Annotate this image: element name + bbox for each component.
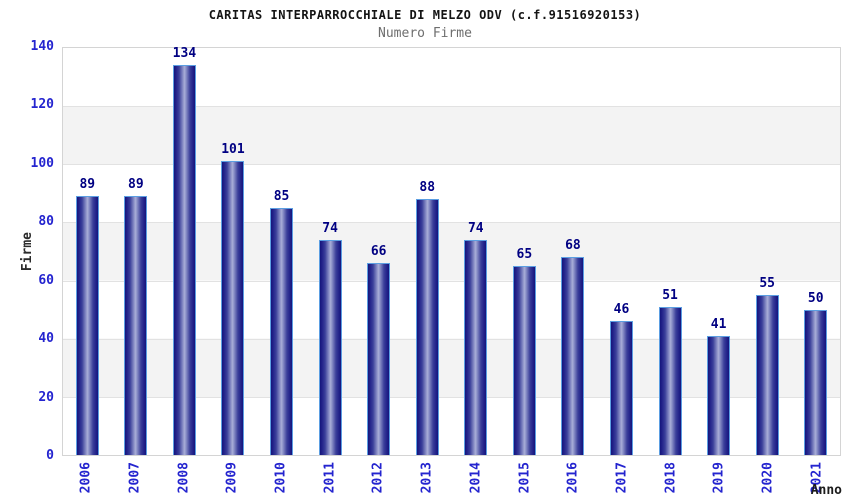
x-tick-2018: 2018	[663, 462, 679, 494]
bar-value-2014: 74	[467, 220, 484, 236]
x-tick-2010: 2010	[273, 462, 289, 494]
bar-2017	[609, 321, 633, 455]
x-tick-2014: 2014	[468, 462, 484, 494]
y-tick-60: 60	[38, 272, 54, 288]
bar-2021	[804, 309, 828, 455]
bar-value-2012: 66	[370, 244, 387, 260]
y-tick-140: 140	[30, 39, 54, 54]
bar-2014	[464, 239, 488, 455]
bar-value-2007: 89	[128, 177, 144, 193]
x-tick-2016: 2016	[565, 462, 581, 494]
x-tick-2007: 2007	[127, 462, 143, 494]
bar-value-2018: 51	[662, 287, 678, 303]
gridline-y-80	[63, 222, 840, 224]
y-axis-title: Firme	[20, 232, 35, 272]
y-tick-80: 80	[38, 214, 54, 230]
y-tick-0: 0	[46, 448, 54, 463]
y-tick-40: 40	[38, 331, 54, 347]
x-tick-2013: 2013	[419, 462, 435, 494]
plot-area: 89 89 134 101 85 74 66 88 74 65 68 46 51 41 55 50	[62, 46, 841, 456]
gridline-y-120	[63, 106, 840, 108]
gridline-y-40	[63, 338, 840, 340]
x-tick-2006: 2006	[78, 462, 94, 494]
chart-subtitle: Numero Firme	[378, 26, 472, 41]
bar-value-2008: 134	[172, 46, 197, 62]
gridline-y-20	[63, 396, 840, 398]
gridline-y-100	[63, 164, 840, 166]
bar-value-2010: 85	[273, 188, 290, 204]
x-tick-2017: 2017	[614, 462, 630, 494]
bar-2012	[367, 263, 391, 455]
bar-value-2015: 65	[516, 247, 533, 263]
bar-value-2013: 88	[419, 180, 436, 196]
bar-2015	[512, 266, 536, 455]
bar-value-2016: 68	[565, 238, 581, 254]
bar-2020	[755, 295, 779, 455]
bar-2019	[707, 335, 731, 455]
bar-2013	[415, 199, 439, 455]
bar-2008	[172, 65, 196, 455]
x-tick-2019: 2019	[711, 462, 727, 494]
gridline-y-60	[63, 280, 840, 282]
y-tick-20: 20	[38, 389, 54, 405]
bar-2018	[658, 306, 682, 455]
bar-2010	[270, 207, 294, 455]
bar-value-2017: 46	[613, 302, 630, 318]
x-tick-2008: 2008	[176, 462, 192, 494]
bar-value-2011: 74	[322, 220, 338, 236]
bar-2007	[124, 196, 148, 455]
y-tick-120: 120	[30, 97, 54, 113]
x-tick-2020: 2020	[760, 462, 776, 494]
bar-value-2006: 89	[79, 177, 96, 193]
bar-2006	[75, 196, 99, 455]
x-tick-2012: 2012	[370, 462, 386, 494]
bar-value-2020: 55	[759, 276, 775, 292]
bar-2009	[221, 161, 245, 455]
y-tick-100: 100	[30, 155, 54, 171]
x-tick-2015: 2015	[517, 462, 533, 494]
bar-2011	[318, 239, 342, 455]
bar-2016	[561, 257, 585, 455]
chart-title: CARITAS INTERPARROCCHIALE DI MELZO ODV (…	[208, 8, 642, 22]
bar-value-2019: 41	[710, 316, 727, 332]
x-axis-title: Anno	[810, 483, 842, 498]
bar-value-2021: 50	[807, 290, 824, 306]
x-tick-2011: 2011	[322, 462, 338, 494]
x-tick-2009: 2009	[224, 462, 240, 494]
bar-value-2009: 101	[221, 142, 245, 158]
